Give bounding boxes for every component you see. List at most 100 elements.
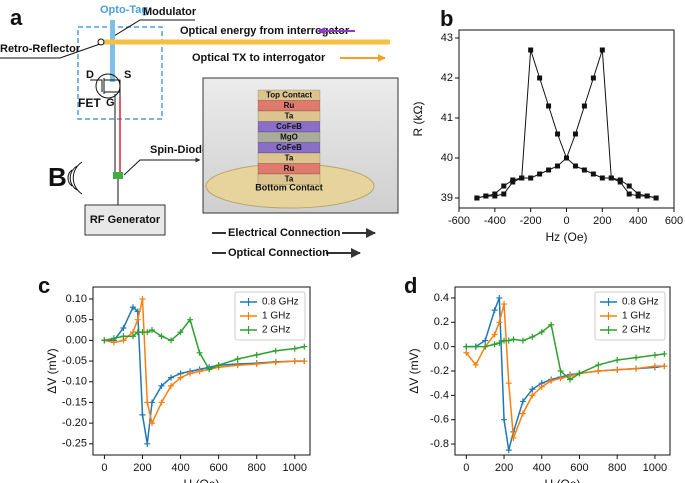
marker [129,333,136,340]
y-tick-label: -0.05 [62,355,87,367]
x-tick-label: 200 [133,462,151,474]
y-axis-label: ΔV (mV) [407,348,421,393]
y-tick-label: -0.8 [430,438,449,450]
y-tick-label: 0.0 [434,341,449,353]
layer-label: Ru [284,101,295,110]
layer-label: Ta [285,153,294,162]
marker [651,352,658,359]
y-tick-label: 41 [441,112,453,124]
marker [653,195,659,201]
marker [590,171,596,177]
marker [501,301,508,308]
legend-label: 0.8 GHz [262,297,299,308]
marker [168,382,175,389]
x-tick-label: 200 [593,215,611,227]
layer-label: CoFeB [276,143,302,152]
panel-label: d [404,273,417,298]
label-bg [226,226,342,240]
marker [301,358,308,365]
marker [291,345,298,352]
marker [519,175,525,181]
marker [149,327,156,334]
marker [272,359,279,366]
legend-label: 2 GHz [262,325,290,336]
marker [595,368,602,374]
spin-diode-label: Spin-Diode [150,144,208,156]
layer-label: Bottom Contact [255,182,323,192]
marker [581,103,587,109]
y-tick-label: -0.2 [430,365,449,377]
marker [519,410,526,417]
marker [158,399,165,406]
marker [528,47,534,53]
marker [510,336,517,343]
label-bg [226,246,326,260]
marker [491,341,498,348]
marker [144,399,151,406]
marker [206,366,213,373]
layer-label: MgO [280,132,298,141]
series-line [104,298,305,426]
legend-box [234,291,306,341]
marker [149,420,156,427]
marker [528,175,534,181]
series-line [104,318,305,371]
layer-label: Ru [284,164,295,173]
panel-label: b [440,6,453,31]
marker [661,363,668,370]
y-tick-label: -0.6 [430,414,449,426]
marker [491,307,498,314]
y-tick-label: 42 [441,72,453,84]
leader [0,43,101,59]
marker [463,343,470,350]
x-tick-label: 0 [101,462,107,474]
marker [129,304,136,311]
x-tick-label: -600 [448,215,470,227]
marker [491,331,498,338]
marker [614,366,621,373]
x-tick-label: 800 [608,462,626,474]
series-line [476,49,657,199]
field-label: B [48,162,67,192]
layer-label: Top Contact [266,90,312,99]
x-tick-label: 600 [209,462,227,474]
marker [581,167,587,173]
marker [496,319,503,326]
marker [572,163,578,169]
marker [120,324,127,331]
marker [661,350,668,357]
marker [505,447,512,454]
plot-frame [458,29,675,209]
y-tick-label: -0.20 [62,417,87,429]
marker [168,374,175,381]
y-axis-label: ΔV (mV) [45,348,59,393]
marker [599,175,605,181]
marker [633,365,640,372]
plot-frame [92,286,311,456]
connection-label: Electrical Connection [228,227,341,239]
marker [139,411,146,418]
fet-symbol [95,73,121,99]
y-tick-label: 0.4 [434,292,449,304]
series-line [465,303,665,439]
marker [291,358,298,365]
marker [635,193,641,199]
marker [463,349,470,356]
marker [187,370,194,377]
y-tick-label: 40 [441,152,453,164]
diagram: a Opto-Tag Modulator Retro-Reflector Opt… [0,4,399,260]
marker [101,337,108,344]
marker [555,131,561,137]
stack: Top ContactRuTaCoFeBMgOCoFeBTaRuTaBottom… [255,89,323,192]
marker [144,329,151,336]
marker [187,316,194,323]
x-axis-label: H (Oe) [184,477,220,483]
leader [113,19,195,37]
y-tick-label: 0.2 [434,316,449,328]
marker [519,398,526,405]
x-tick-label: 0 [463,462,469,474]
x-tick-label: -400 [484,215,506,227]
marker [538,329,545,336]
legend-label: 1 GHz [262,311,290,322]
